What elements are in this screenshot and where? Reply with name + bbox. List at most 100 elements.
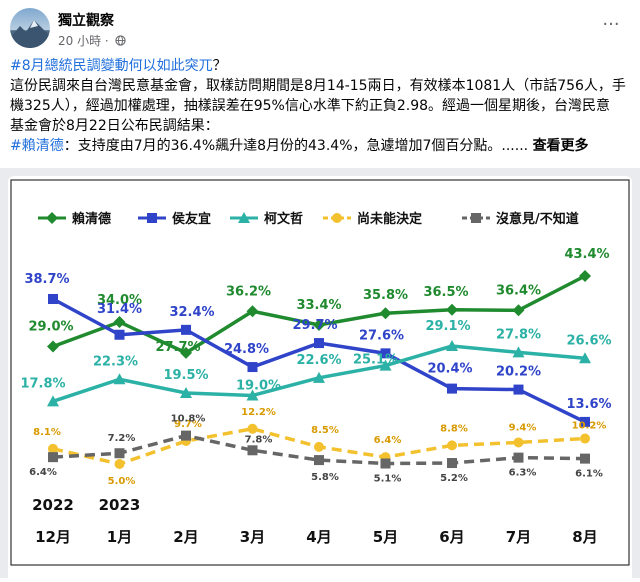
data-label: 8.8%	[440, 423, 468, 434]
data-label: 29.7%	[292, 318, 337, 333]
data-point	[113, 373, 126, 385]
data-point	[247, 445, 258, 456]
data-label: 29.0%	[28, 320, 73, 335]
data-point	[379, 359, 392, 371]
data-point	[447, 458, 457, 469]
legend-label: 柯文哲	[264, 211, 303, 227]
data-point	[447, 440, 457, 451]
post-line-1: 這份民調來自台灣民意基金會，取樣訪問期間是8月14-15兩日，有效樣本1081人…	[10, 78, 626, 94]
data-point	[314, 455, 324, 466]
data-label: 27.8%	[496, 327, 541, 342]
post-title-line: #8月總統民調變動何以如此突兀？	[10, 56, 630, 76]
data-point	[48, 294, 58, 305]
data-label: 7.2%	[108, 433, 136, 444]
legend-label: 沒意見/不知道	[496, 211, 579, 227]
data-point	[512, 304, 525, 317]
data-point	[446, 303, 458, 316]
page-name[interactable]: 獨立觀察	[58, 13, 114, 29]
x-tick-label: 8月	[572, 528, 597, 546]
data-point	[246, 305, 259, 318]
data-point	[247, 362, 258, 373]
data-label: 26.6%	[566, 333, 611, 348]
data-label: 27.6%	[359, 328, 404, 343]
data-point	[513, 452, 524, 463]
data-label: 19.0%	[236, 378, 281, 393]
chart-card: 賴清德 侯友宜 柯文哲 尚未能決定 沒意見/不知道 29.0% 34.0% 27.7% 36.2…	[8, 176, 632, 578]
data-point	[579, 270, 591, 282]
data-point	[114, 329, 125, 340]
data-label: 13.6%	[566, 397, 611, 412]
data-label: 19.5%	[163, 368, 208, 383]
data-label: 9.4%	[509, 422, 537, 433]
post-header: 獨立觀察 20 小時 · ···	[10, 8, 630, 52]
data-label: 24.8%	[224, 342, 269, 357]
data-point	[180, 346, 192, 359]
data-point	[246, 389, 259, 401]
data-point	[114, 459, 125, 469]
data-label: 5.0%	[108, 476, 136, 487]
data-point	[379, 307, 392, 320]
data-label: 6.4%	[374, 435, 402, 446]
data-label: 12.2%	[241, 407, 276, 418]
data-point	[314, 441, 324, 452]
data-point	[313, 371, 325, 383]
legend-marker	[471, 213, 481, 223]
year-label: 2022	[32, 496, 74, 514]
page-avatar[interactable]	[10, 8, 50, 48]
more-options-button[interactable]: ···	[596, 12, 626, 42]
chart-frame	[10, 179, 630, 566]
data-point	[447, 383, 457, 394]
legend-marker	[46, 212, 58, 224]
x-tick-label: 4月	[306, 528, 331, 546]
data-point	[380, 458, 391, 469]
data-point	[181, 430, 191, 441]
meta-separator: ·	[104, 34, 109, 48]
year-label: 2023	[99, 496, 141, 514]
mountain-photo-icon	[10, 20, 50, 48]
data-point	[181, 324, 191, 335]
data-label: 22.6%	[296, 353, 341, 368]
data-label: 31.4%	[97, 302, 142, 317]
data-label: 32.4%	[169, 305, 214, 320]
post-image[interactable]: 賴清德 侯友宜 柯文哲 尚未能決定 沒意見/不知道 29.0% 34.0% 27.7% 36.2…	[0, 168, 640, 578]
data-label: 8.5%	[311, 425, 339, 436]
x-tick-label: 1月	[107, 528, 132, 546]
legend-label: 尚未能決定	[357, 211, 422, 227]
title-mark: ？	[212, 58, 227, 74]
data-point	[313, 318, 325, 331]
more-icon: ···	[602, 14, 620, 35]
see-more-link[interactable]: 查看更多	[532, 138, 589, 154]
data-label: 36.5%	[423, 285, 468, 300]
x-tick-label: 6月	[439, 528, 464, 546]
data-point	[512, 346, 525, 358]
legend-marker	[332, 213, 342, 223]
x-tick-label: 7月	[506, 528, 531, 546]
data-label: 20.4%	[427, 362, 472, 377]
data-label: 10.2%	[572, 421, 607, 432]
hashtag-title[interactable]: #8月總統民調變動何以如此突兀	[10, 58, 213, 74]
post-time[interactable]: 20 小時	[58, 34, 102, 48]
globe-icon	[114, 35, 126, 46]
data-point	[446, 340, 458, 352]
legend-marker	[238, 212, 250, 223]
data-label: 6.1%	[575, 469, 603, 480]
data-point	[380, 348, 391, 359]
x-tick-label: 12月	[35, 528, 71, 546]
data-point	[48, 452, 58, 463]
data-point	[580, 453, 590, 464]
data-point	[580, 433, 590, 444]
data-label: 5.1%	[374, 474, 402, 485]
post-line-2: 機325人），經過加權處理，抽樣誤差在95%信心水準下約正負2.98。經過一個星…	[10, 98, 611, 114]
data-point	[579, 352, 591, 364]
data-label: 6.3%	[509, 468, 537, 479]
data-point	[314, 338, 324, 349]
data-label: 10.8%	[171, 414, 206, 425]
x-tick-label: 2月	[173, 528, 198, 546]
hashtag-lai[interactable]: #賴清德	[10, 138, 64, 154]
post-text: #8月總統民調變動何以如此突兀？ 這份民調來自台灣民意基金會，取樣訪問期間是8月…	[10, 56, 630, 156]
data-point	[48, 443, 58, 454]
data-label: 6.4%	[29, 467, 57, 478]
data-label: 20.2%	[496, 365, 541, 380]
data-point	[513, 384, 524, 395]
